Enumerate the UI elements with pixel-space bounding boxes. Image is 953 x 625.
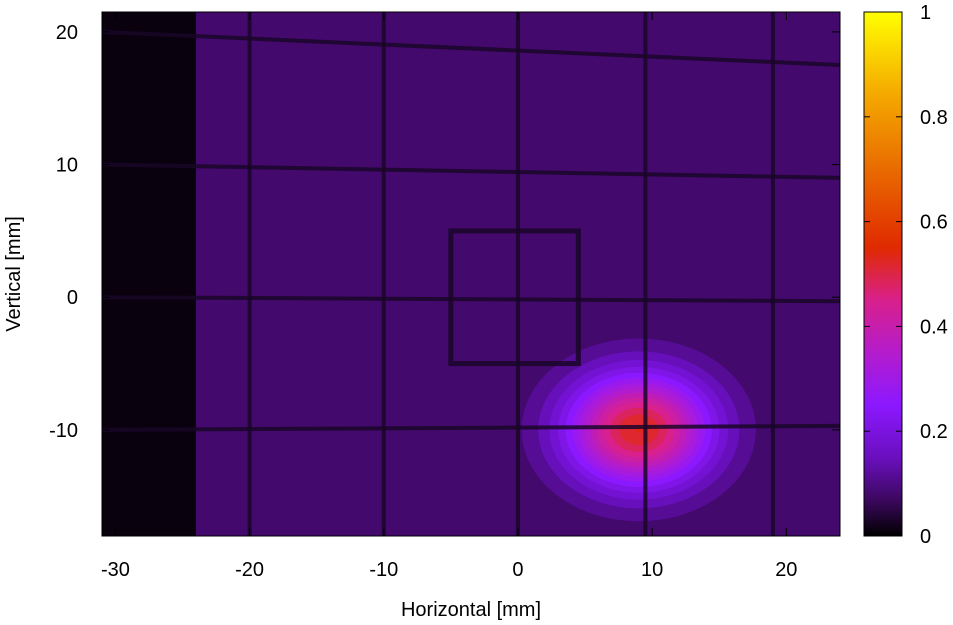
- y-axis-label: Vertical [mm]: [3, 216, 25, 332]
- colorbar-tick-label: 0.2: [920, 421, 948, 443]
- y-tick-label: 10: [56, 155, 78, 177]
- x-tick-label: -20: [235, 559, 264, 581]
- colorbar-tick-label: 0: [920, 526, 931, 548]
- x-axis-label: Horizontal [mm]: [401, 599, 541, 621]
- y-axis-ticks: 20 10 0 -10: [49, 22, 840, 442]
- x-tick-label: 10: [641, 559, 663, 581]
- square-marker: [448, 228, 581, 367]
- x-tick-label: 0: [512, 559, 523, 581]
- x-tick-label: 20: [775, 559, 797, 581]
- heatmap-area: [102, 12, 840, 536]
- horizontal-wire: [102, 295, 840, 304]
- colorbar: [863, 11, 903, 537]
- x-tick-label: -10: [369, 559, 398, 581]
- dark-edge-region: [102, 12, 196, 536]
- horizontal-wire: [102, 162, 840, 180]
- horizontal-wire: [102, 423, 840, 432]
- horizontal-wire: [102, 29, 840, 68]
- colorbar-ticks: 0 0.2 0.4 0.6 0.8 1: [864, 2, 948, 548]
- plot-frame: [101, 11, 841, 537]
- y-tick-label: -10: [49, 420, 78, 442]
- colorbar-tick-label: 0.6: [920, 212, 948, 234]
- x-tick-label: -30: [101, 559, 130, 581]
- y-tick-label: 0: [67, 287, 78, 309]
- colorbar-tick-label: 0.4: [920, 316, 948, 338]
- colorbar-tick-label: 1: [920, 2, 931, 24]
- y-tick-label: 20: [56, 22, 78, 44]
- colorbar-tick-label: 0.8: [920, 107, 948, 129]
- x-axis-ticks: -30 -20 -10 0 10 20: [101, 12, 797, 581]
